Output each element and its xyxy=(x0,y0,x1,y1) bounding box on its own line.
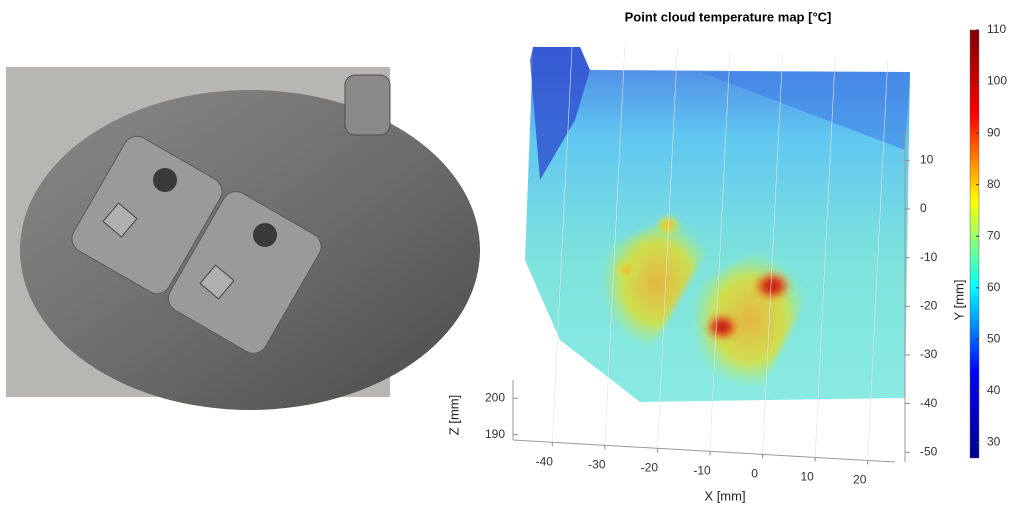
x-tick-label: -40 xyxy=(536,454,554,468)
colorbar xyxy=(970,30,979,458)
y-tick-label: -50 xyxy=(920,444,938,458)
z-tick-label: 200 xyxy=(485,390,505,404)
figure: Point cloud temperature map [°C] X [mm] … xyxy=(0,0,1009,511)
z-axis-label: Z [mm] xyxy=(446,395,461,435)
colorbar-tick-label: 110 xyxy=(987,22,1006,36)
chart-title: Point cloud temperature map [°C] xyxy=(625,9,832,24)
x-tick-label: 10 xyxy=(800,470,814,484)
y-tick-label: -30 xyxy=(920,347,938,361)
colorbar-tick-label: 60 xyxy=(987,280,1001,294)
z-tick-label: 190 xyxy=(485,427,505,441)
y-tick-label: -40 xyxy=(920,396,938,410)
photo xyxy=(6,67,480,410)
colorbar-tick-label: 30 xyxy=(987,435,1001,449)
colorbar-tick-label: 100 xyxy=(987,74,1007,88)
x-tick-label: -30 xyxy=(588,457,606,471)
x-tick-label: 20 xyxy=(853,473,867,487)
y-tick-label: 0 xyxy=(920,201,927,215)
colorbar-tick-label: 40 xyxy=(987,383,1001,397)
x-tick-label: -10 xyxy=(693,464,711,478)
colorbar-tick-label: 50 xyxy=(987,332,1001,346)
colorbar-tick-label: 70 xyxy=(987,228,1001,242)
colorbar-tick-label: 90 xyxy=(987,125,1001,139)
x-axis-line xyxy=(513,440,895,462)
x-tick-label: 0 xyxy=(751,467,758,481)
x-tick-label: -20 xyxy=(641,460,659,474)
y-tick-label: -10 xyxy=(920,250,938,264)
y-tick-label: -20 xyxy=(920,298,938,312)
y-tick-label: 10 xyxy=(920,153,934,167)
x-axis-label: X [mm] xyxy=(704,488,745,503)
y-axis-label: Y [mm] xyxy=(951,280,966,321)
point-cloud xyxy=(525,47,910,402)
colorbar-tick-label: 80 xyxy=(987,177,1001,191)
